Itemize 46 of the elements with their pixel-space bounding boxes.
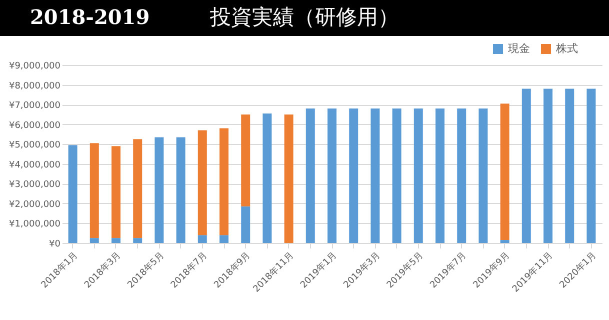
bar — [241, 114, 250, 206]
y-tick-label: ¥6,000,000 — [8, 120, 61, 131]
bar — [176, 137, 186, 243]
bar — [457, 108, 466, 243]
bar — [565, 88, 574, 243]
y-tick-label: ¥9,000,000 — [8, 62, 61, 72]
bar — [284, 114, 294, 243]
chart-title: 2018-2019 — [30, 5, 150, 29]
bar — [133, 139, 142, 238]
y-tick-label: ¥1,000,000 — [8, 220, 61, 230]
legend-label: 株式 — [555, 42, 578, 55]
bar — [112, 146, 120, 238]
y-tick-label: ¥4,000,000 — [8, 160, 61, 170]
bar — [500, 104, 510, 240]
chart-subtitle: 投資実績（研修用） — [209, 5, 399, 29]
bar — [90, 143, 99, 238]
bar — [436, 108, 444, 243]
bar — [241, 206, 250, 243]
y-tick-label: ¥7,000,000 — [8, 101, 61, 112]
bar — [500, 240, 510, 243]
bar — [522, 88, 531, 243]
bar — [586, 88, 596, 243]
bar — [478, 108, 488, 243]
bar — [220, 235, 228, 243]
bar — [112, 238, 120, 243]
y-tick-label: ¥8,000,000 — [8, 81, 61, 92]
bar — [198, 235, 207, 243]
y-tick-label: ¥3,000,000 — [8, 180, 61, 190]
bar — [154, 137, 164, 243]
bar — [198, 130, 207, 236]
bar — [220, 128, 228, 236]
y-tick-label: ¥0 — [49, 240, 61, 250]
y-tick-label: ¥2,000,000 — [8, 200, 61, 210]
y-tick-label: ¥5,000,000 — [8, 140, 61, 151]
bar — [133, 238, 142, 243]
bar — [392, 108, 402, 243]
bar — [544, 88, 552, 243]
bar — [349, 108, 358, 243]
bar — [306, 108, 315, 243]
bar — [414, 108, 423, 243]
bar — [370, 108, 380, 243]
legend-label: 現金 — [508, 42, 530, 55]
bar — [262, 113, 272, 243]
bar — [68, 145, 78, 243]
bar — [328, 108, 336, 243]
bar — [90, 238, 99, 243]
